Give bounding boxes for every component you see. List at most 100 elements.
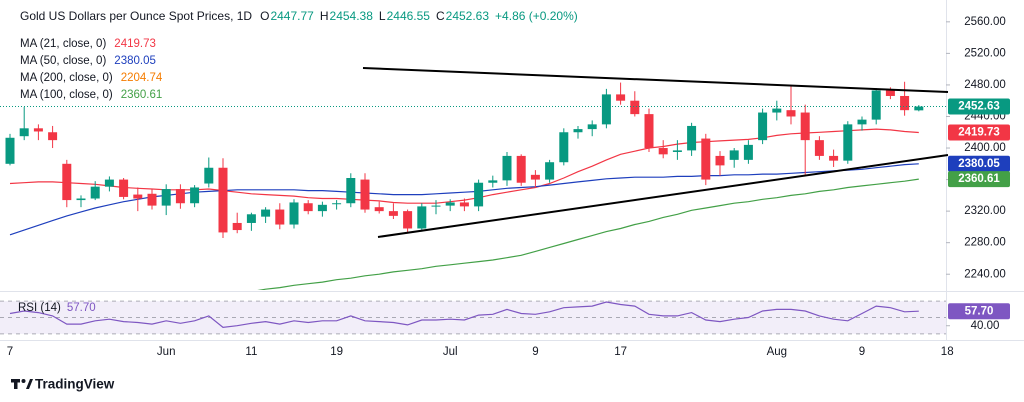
rsi-line [9, 301, 919, 329]
rsi-pane [0, 300, 946, 335]
candle-body [701, 138, 711, 180]
rsi-legend-value: 57.70 [67, 302, 96, 314]
candle-body [729, 150, 739, 160]
candle-body [360, 179, 370, 210]
candle-body [76, 198, 86, 201]
overlay: 2240.002280.002320.002360.002400.002440.… [7, 9, 1010, 358]
candle-body [573, 129, 583, 133]
ohlc-value: 2452.63 [446, 9, 490, 23]
last-price-label-box [948, 98, 1010, 115]
legend-name: MA (100, close, 0) [20, 89, 113, 101]
candle-body [204, 167, 214, 184]
y-tick-label: 2480.00 [964, 79, 1006, 91]
candle-body [445, 202, 455, 206]
candle-body [871, 90, 881, 120]
candle-body [488, 180, 498, 183]
ma-price-label-box [948, 155, 1010, 172]
candle-body [658, 148, 668, 155]
y-tick-label: 2560.00 [964, 16, 1006, 28]
candle-body [431, 205, 441, 207]
moving-average-line [257, 178, 919, 290]
candle-body [190, 187, 200, 204]
legend-value: 2360.61 [121, 89, 163, 101]
candle-body [914, 106, 924, 111]
x-tick-label: 7 [7, 346, 13, 358]
rsi-lines [9, 301, 919, 329]
candle-body [218, 167, 228, 233]
legend-name: MA (50, close, 0) [20, 55, 106, 67]
candle-body [48, 132, 58, 141]
x-tick-label: 18 [941, 346, 954, 358]
logo: TradingView [11, 377, 115, 392]
candle-body [587, 124, 597, 130]
candle-body [800, 112, 810, 141]
rsi-value-box [948, 303, 1010, 320]
candle-body [275, 209, 285, 225]
candle-body [459, 202, 469, 207]
x-tick-label: Aug [767, 346, 787, 358]
candle-body [62, 163, 72, 201]
candle-body [374, 207, 384, 212]
candle-body [5, 137, 15, 164]
candle-body [545, 162, 555, 180]
candle-body [502, 155, 512, 181]
rsi-y-tick-label: 40.00 [971, 320, 1000, 332]
ma-price-label: 2419.73 [958, 126, 1000, 138]
candle-body [857, 119, 867, 125]
candle-body [161, 189, 171, 206]
ohlc-value: 2454.38 [330, 9, 374, 23]
candle-body [758, 112, 768, 141]
candle-body [119, 179, 129, 197]
candle-body [175, 189, 185, 204]
candle-body [885, 90, 895, 96]
candle-body [601, 94, 611, 125]
candle-body [516, 155, 526, 183]
candle-body [644, 114, 654, 149]
ohlc-letter: L [379, 9, 386, 23]
candle-body [559, 132, 569, 163]
ohlc-letter: O [260, 9, 269, 23]
candle-body [317, 204, 327, 212]
candle-body [403, 211, 413, 229]
logo-mark [26, 379, 33, 389]
candle-body [530, 174, 540, 180]
logo-mark [14, 379, 18, 389]
candle-body [474, 182, 484, 207]
legend-name: MA (21, close, 0) [20, 38, 106, 50]
candle-body [786, 110, 796, 117]
legend-value: 2419.73 [114, 38, 156, 50]
ma-price-label-box [948, 171, 1010, 188]
candle-body [630, 100, 640, 115]
x-tick-label: 9 [859, 346, 865, 358]
moving-average-line [9, 163, 919, 236]
candle-body [33, 128, 43, 132]
candle-body [772, 108, 782, 113]
x-tick-label: 11 [245, 346, 257, 358]
y-tick-label: 2320.00 [964, 205, 1006, 217]
candle-body [687, 125, 697, 151]
candle-body [900, 95, 910, 111]
rsi-value-label: 57.70 [965, 305, 994, 317]
candle-body [388, 211, 398, 216]
x-tick-label: Jun [157, 346, 176, 358]
rsi-name: RSI (14) [18, 302, 61, 314]
y-tick-label: 2240.00 [964, 268, 1006, 280]
x-tick-label: Jul [443, 346, 458, 358]
x-tick-label: 19 [330, 346, 343, 358]
candle-body [289, 202, 299, 225]
candle-body [90, 186, 100, 199]
branding: TradingView [35, 377, 115, 392]
candle-body [672, 150, 682, 152]
ohlc-value: 2447.77 [270, 9, 314, 23]
trendline-lower [377, 154, 949, 238]
candle-body [743, 144, 753, 160]
change-label: +4.86 (+0.20%) [495, 9, 578, 23]
candle-body [814, 140, 824, 156]
candle-body [417, 206, 427, 229]
candle-body [332, 203, 342, 205]
y-tick-label: 2520.00 [964, 47, 1006, 59]
candle-body [104, 179, 114, 187]
x-tick-label: 9 [532, 346, 538, 358]
last-price-label: 2452.63 [958, 101, 1000, 113]
